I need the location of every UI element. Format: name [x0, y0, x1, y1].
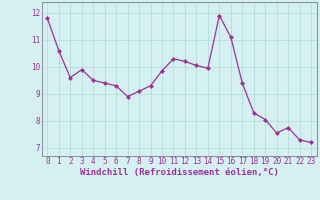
X-axis label: Windchill (Refroidissement éolien,°C): Windchill (Refroidissement éolien,°C): [80, 168, 279, 177]
